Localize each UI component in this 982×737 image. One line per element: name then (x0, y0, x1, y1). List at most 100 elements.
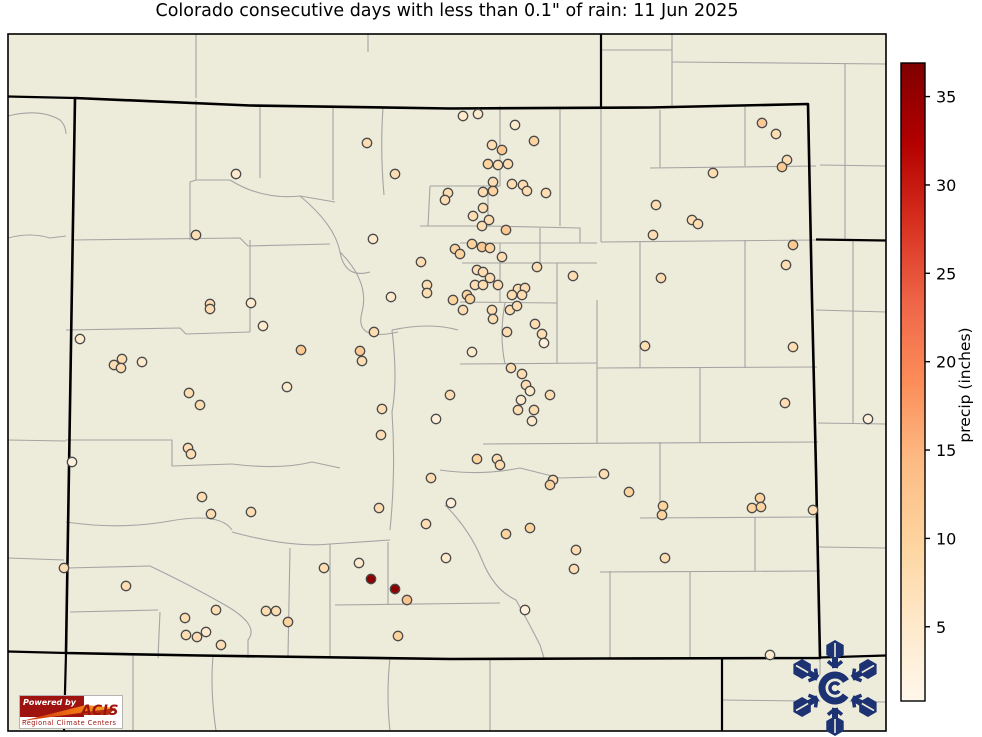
station-dot (361, 137, 373, 149)
station-dot (506, 289, 518, 301)
station-dot (245, 506, 257, 518)
station-dot (807, 504, 819, 516)
station-dot (862, 413, 874, 425)
station-dot (776, 161, 788, 173)
station-dot (512, 404, 524, 416)
colorbar-tick-label: 5 (936, 618, 946, 637)
station-dot (454, 248, 466, 260)
station-dot (492, 279, 504, 291)
station-dot (529, 318, 541, 330)
station-dot (318, 562, 330, 574)
station-dot (205, 508, 217, 520)
station-dot (707, 167, 719, 179)
station-dot (492, 159, 504, 171)
station-dot (179, 612, 191, 624)
station-dot (650, 199, 662, 211)
station-dot (515, 394, 527, 406)
station-dot (526, 415, 538, 427)
station-dot (787, 341, 799, 353)
station-dot (401, 594, 413, 606)
station-dot (647, 229, 659, 241)
station-dot (544, 479, 556, 491)
station-dot (260, 605, 272, 617)
station-dot (392, 630, 404, 642)
station-dot (511, 300, 523, 312)
station-dot (354, 345, 366, 357)
colorbar-tick-label: 30 (936, 176, 956, 195)
station-dot (210, 604, 222, 616)
snowflake-logo (793, 640, 877, 736)
station-dot (471, 453, 483, 465)
station-dot (282, 616, 294, 628)
station-dot (656, 509, 668, 521)
station-dot (477, 202, 489, 214)
station-dot (502, 158, 514, 170)
station-dot (524, 522, 536, 534)
station-dot (746, 502, 758, 514)
station-dot (655, 272, 667, 284)
station-dot (365, 573, 377, 585)
station-dot (540, 187, 552, 199)
station-dot (570, 544, 582, 556)
station-dot (568, 563, 580, 575)
station-dot (483, 214, 495, 226)
station-dot (230, 168, 242, 180)
station-dot (116, 353, 128, 365)
station-dot (639, 340, 651, 352)
colorbar-tick-label: 10 (936, 529, 956, 548)
station-dot (528, 135, 540, 147)
station-dot (375, 429, 387, 441)
station-dots (58, 108, 874, 661)
colorbar-label: precip (inches) (956, 327, 974, 442)
station-dot (467, 210, 479, 222)
station-dot (447, 294, 459, 306)
acis-name: ACIS (81, 703, 119, 719)
axes-frame (7, 33, 887, 732)
station-dot (500, 528, 512, 540)
colorbar-tick-label: 20 (936, 353, 956, 372)
station-dot (516, 289, 528, 301)
station-dot (439, 194, 451, 206)
station-dot (754, 492, 766, 504)
station-dot (389, 168, 401, 180)
station-dot (245, 297, 257, 309)
station-dot (623, 486, 635, 498)
station-dot (755, 501, 767, 513)
station-dot (482, 158, 494, 170)
station-dot (440, 552, 452, 564)
colorbar-tick-label: 35 (936, 88, 956, 107)
station-dot (780, 259, 792, 271)
station-dot (215, 639, 227, 651)
station-dot (496, 251, 508, 263)
station-dot (281, 381, 293, 393)
station-dot (183, 387, 195, 399)
station-dot (74, 333, 86, 345)
station-dot (373, 502, 385, 514)
station-dot (356, 355, 368, 367)
station-dot (519, 604, 531, 616)
station-dot (257, 320, 269, 332)
station-dot (501, 326, 513, 338)
station-dot (191, 631, 203, 643)
station-dot (476, 220, 488, 232)
station-dot (204, 303, 216, 315)
colorbar-tick-label: 15 (936, 441, 956, 460)
station-dot (506, 178, 518, 190)
station-dot (659, 552, 671, 564)
station-dot (528, 404, 540, 416)
acis-subtitle: Regional Climate Centers (22, 719, 117, 727)
station-dot (445, 497, 457, 509)
station-dot (420, 518, 432, 530)
station-dot (505, 362, 517, 374)
station-dot (598, 468, 610, 480)
station-dot (477, 266, 489, 278)
station-dot (536, 328, 548, 340)
station-dot (500, 224, 512, 236)
station-dot (764, 649, 776, 661)
station-dot (487, 176, 499, 188)
station-dot (430, 413, 442, 425)
station-dot (385, 291, 397, 303)
station-dot (353, 557, 365, 569)
station-dot (464, 293, 476, 305)
